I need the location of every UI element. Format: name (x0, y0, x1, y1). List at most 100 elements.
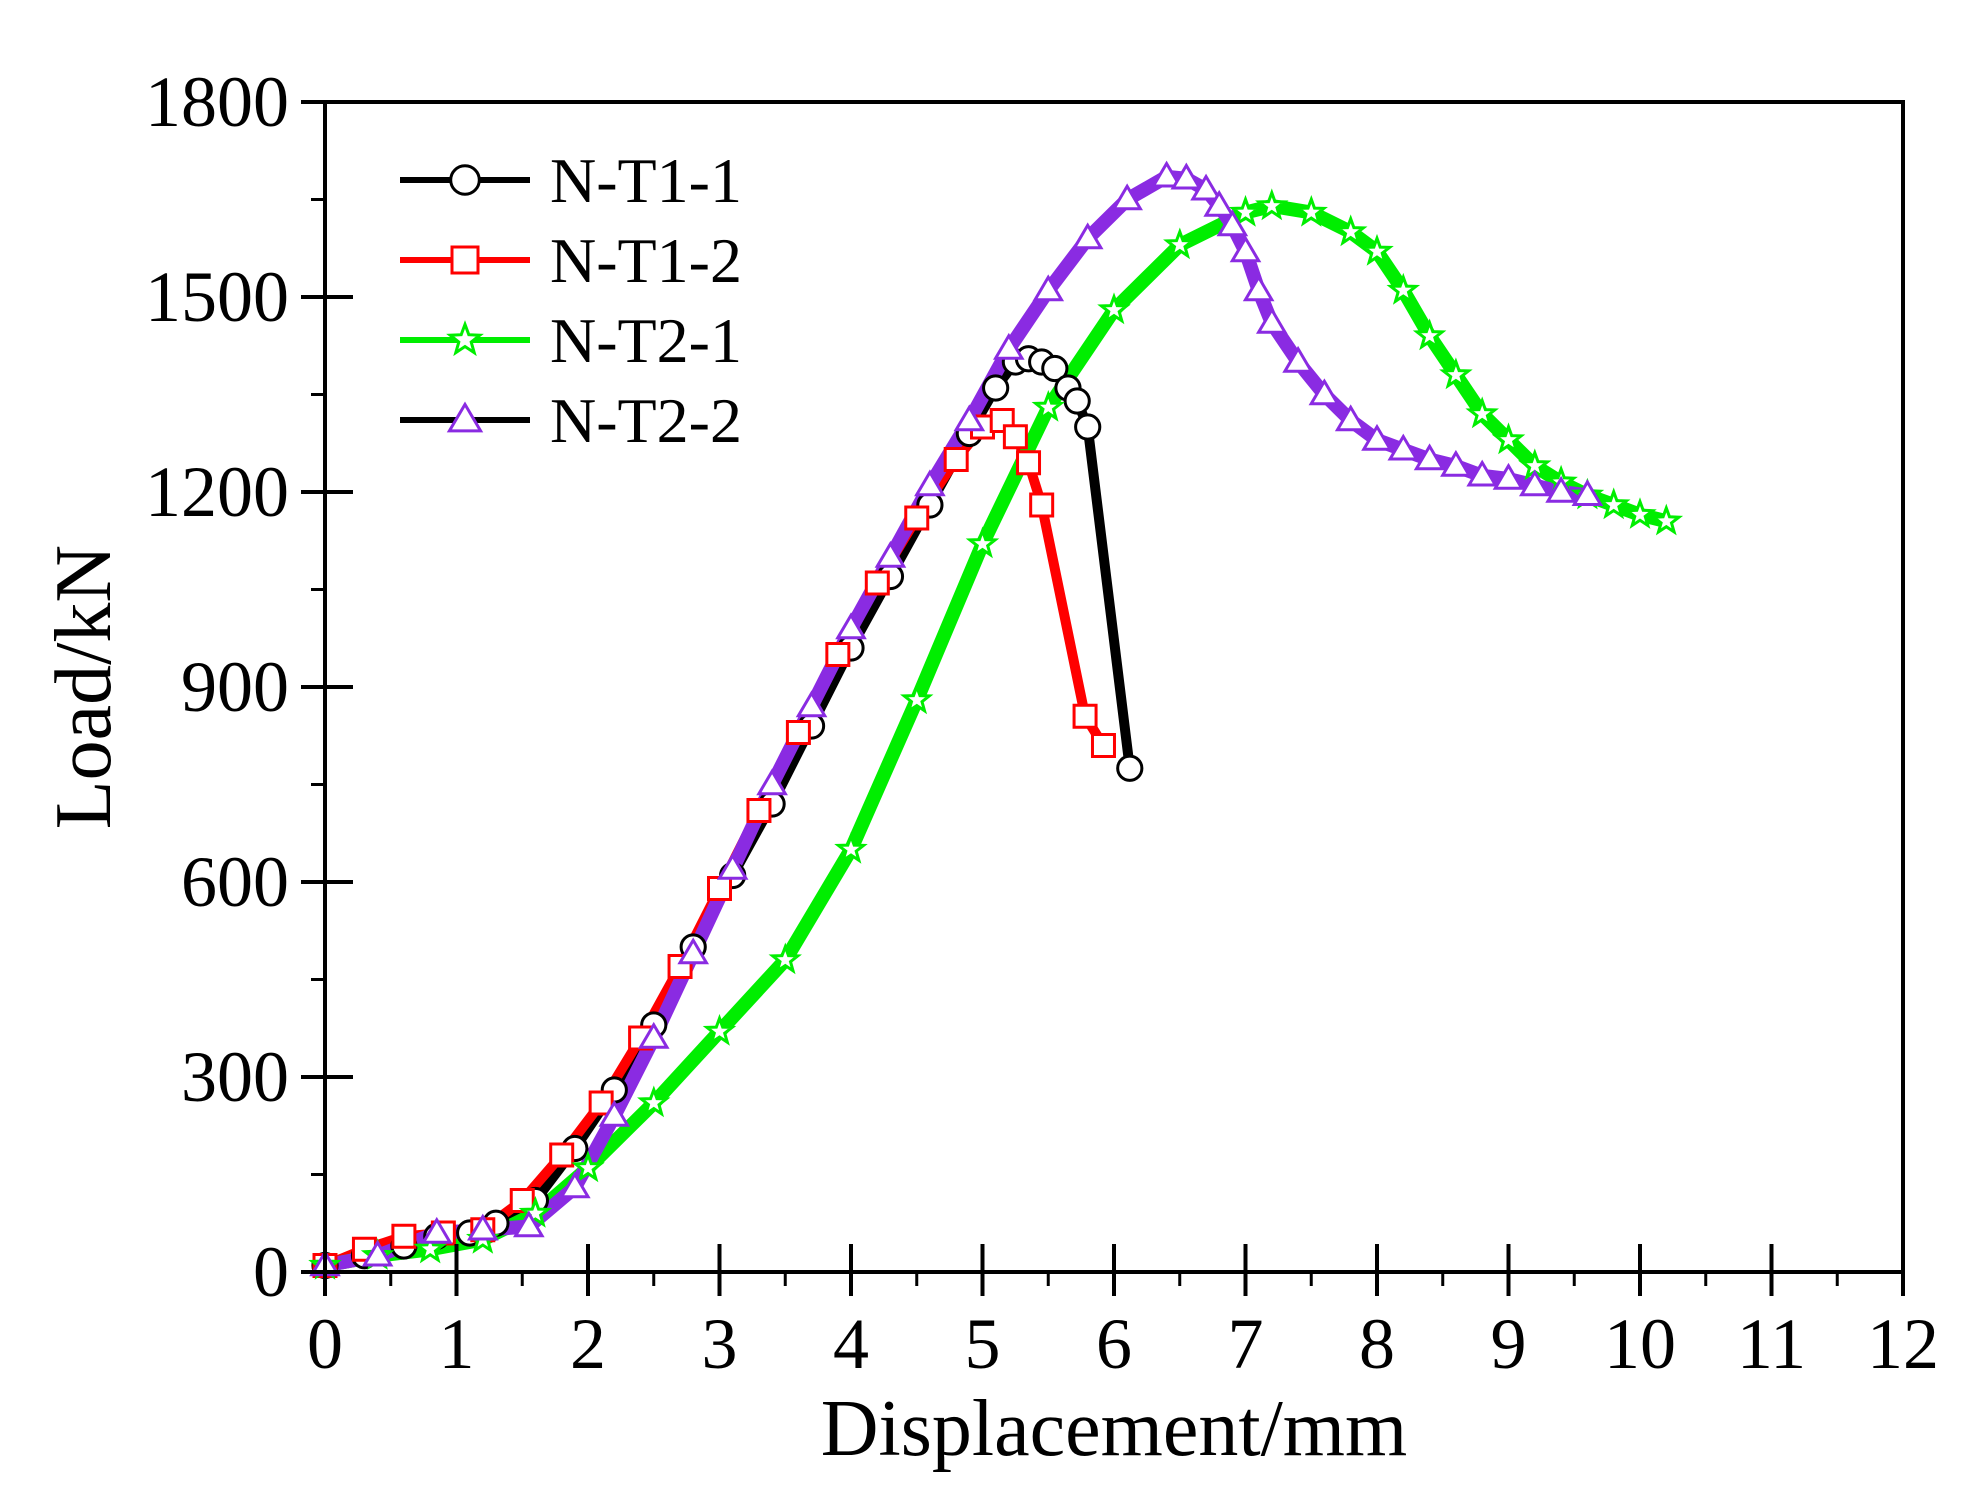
series-point-n-t2-2 (466, 1213, 499, 1241)
series-point-n-t2-2 (513, 1210, 545, 1238)
series-point-n-t1-2 (943, 447, 969, 472)
x-tick-label: 11 (1737, 1304, 1806, 1384)
series-point-n-t1-2 (707, 876, 732, 901)
series-point-n-t2-1 (1360, 233, 1394, 266)
legend-label-n-t1-2: N-T1-2 (550, 225, 742, 296)
series-point-n-t2-2 (953, 404, 986, 432)
series-point-n-t2-2 (1216, 209, 1249, 237)
series-point-n-t2-1 (1465, 396, 1499, 429)
x-tick-label: 2 (570, 1304, 606, 1384)
series-point-n-t2-2 (992, 332, 1025, 360)
legend: N-T1-1 N-T1-2 N-T2-1 N-T2-2 (400, 145, 742, 456)
series-point-n-t2-2 (1571, 479, 1604, 506)
x-tick-label: 1 (439, 1304, 475, 1384)
series-point-n-t2-2 (1282, 345, 1314, 373)
y-tick-label: 1800 (145, 62, 289, 142)
series-point-n-t2-1 (1333, 214, 1368, 247)
series-point-n-t2-1 (1097, 292, 1131, 325)
x-tick-label: 5 (965, 1304, 1001, 1384)
series-point-n-t1-2 (904, 505, 930, 531)
legend-marker-n-t1-2 (450, 245, 480, 275)
series-point-n-t2-2 (756, 768, 788, 796)
series-point-n-t2-2 (716, 852, 749, 880)
series-point-n-t2-1 (1163, 227, 1197, 260)
series-point-n-t2-2 (1111, 183, 1143, 211)
x-axis-ticks: 0 1 2 3 4 5 6 7 8 9 10 11 12 (307, 1244, 1939, 1384)
series-point-n-t2-2 (914, 469, 946, 497)
series-markers (308, 160, 1684, 1280)
series-point-n-t2-2 (1071, 222, 1104, 250)
series-point-n-t2-2 (835, 612, 867, 640)
series-point-n-t1-2 (391, 1223, 417, 1249)
legend-marker-n-t1-1 (449, 164, 481, 196)
series-point-n-t2-2 (1361, 423, 1393, 451)
y-tick-label: 300 (181, 1037, 289, 1117)
series-point-n-t2-1 (571, 1150, 605, 1183)
series-point-n-t2-2 (1229, 235, 1262, 263)
y-axis-ticks: 0 300 600 900 1200 1500 1800 (145, 62, 353, 1312)
series-point-n-t2-2 (559, 1171, 591, 1199)
series-point-n-t2-2 (1334, 404, 1367, 432)
x-axis-label: Displacement/mm (821, 1385, 1408, 1473)
x-tick-label: 8 (1359, 1304, 1395, 1384)
series-point-n-t1-2 (1090, 733, 1116, 758)
series-point-n-t1-2 (864, 570, 890, 596)
series-point-n-t1-2 (1016, 450, 1042, 476)
series-point-n-t2-1 (1294, 194, 1328, 227)
series-point-n-t1-2 (1072, 703, 1098, 729)
series-point-n-t2-2 (795, 690, 828, 718)
x-tick-label: 7 (1228, 1304, 1264, 1384)
series-point-n-t2-1 (1439, 357, 1473, 390)
x-tick-label: 4 (833, 1304, 869, 1384)
series-point-n-t2-1 (965, 526, 1000, 559)
series-point-n-t2-2 (1492, 462, 1525, 490)
series-point-n-t1-2 (509, 1188, 535, 1213)
series-point-n-t2-2 (1255, 306, 1288, 334)
series-point-n-t2-2 (1413, 443, 1446, 471)
legend-label-n-t2-2: N-T2-2 (550, 385, 742, 456)
y-tick-label: 1500 (145, 257, 289, 337)
series-point-n-t2-1 (1031, 389, 1065, 422)
series-point-n-t2-2 (1190, 173, 1222, 201)
series-point-n-t2-1 (1491, 422, 1526, 455)
series-point-n-t2-1 (1596, 487, 1631, 520)
series-point-n-t2-1 (1255, 188, 1289, 221)
series-point-n-t2-2 (1440, 449, 1472, 477)
series-point-n-t2-2 (1387, 433, 1420, 461)
series-point-n-t2-2 (637, 1021, 670, 1049)
series-point-n-t2-2 (874, 540, 907, 568)
series-point-n-t1-1 (1063, 387, 1091, 415)
series-point-n-t2-2 (420, 1216, 453, 1244)
series-point-n-t2-2 (1308, 378, 1341, 406)
x-tick-label: 9 (1491, 1304, 1527, 1384)
series-point-n-t2-2 (1518, 469, 1551, 497)
series-point-n-t2-2 (1170, 162, 1203, 190)
series-line-n-t2-2 (318, 169, 1595, 1273)
series-point-n-t2-1 (637, 1085, 671, 1118)
series-point-n-t1-2 (549, 1142, 575, 1168)
series-point-n-t2-1 (413, 1231, 447, 1264)
series-point-n-t1-1 (1116, 754, 1144, 782)
series-point-n-t2-2 (361, 1239, 394, 1267)
y-tick-label: 900 (181, 647, 289, 727)
series-point-n-t2-2 (677, 937, 710, 965)
series-point-n-t1-2 (588, 1090, 614, 1116)
series-point-n-t2-1 (834, 831, 868, 864)
x-tick-label: 12 (1867, 1304, 1939, 1384)
y-tick-label: 600 (181, 842, 289, 922)
series-point-n-t2-2 (1032, 274, 1065, 302)
y-tick-label: 0 (253, 1232, 289, 1312)
series-point-n-t2-2 (598, 1099, 631, 1127)
x-tick-label: 6 (1096, 1304, 1132, 1384)
series-point-n-t2-2 (1150, 160, 1183, 188)
series-point-n-t2-1 (768, 942, 802, 975)
series-point-n-t2-1 (1649, 503, 1684, 536)
x-tick-label: 10 (1604, 1304, 1676, 1384)
series-point-n-t2-2 (1545, 475, 1577, 503)
series-point-n-t2-1 (900, 682, 934, 715)
series-point-n-t1-2 (785, 720, 811, 745)
x-tick-label: 0 (307, 1304, 343, 1384)
series-point-n-t1-2 (746, 798, 772, 823)
series-point-n-t1-2 (825, 642, 851, 667)
